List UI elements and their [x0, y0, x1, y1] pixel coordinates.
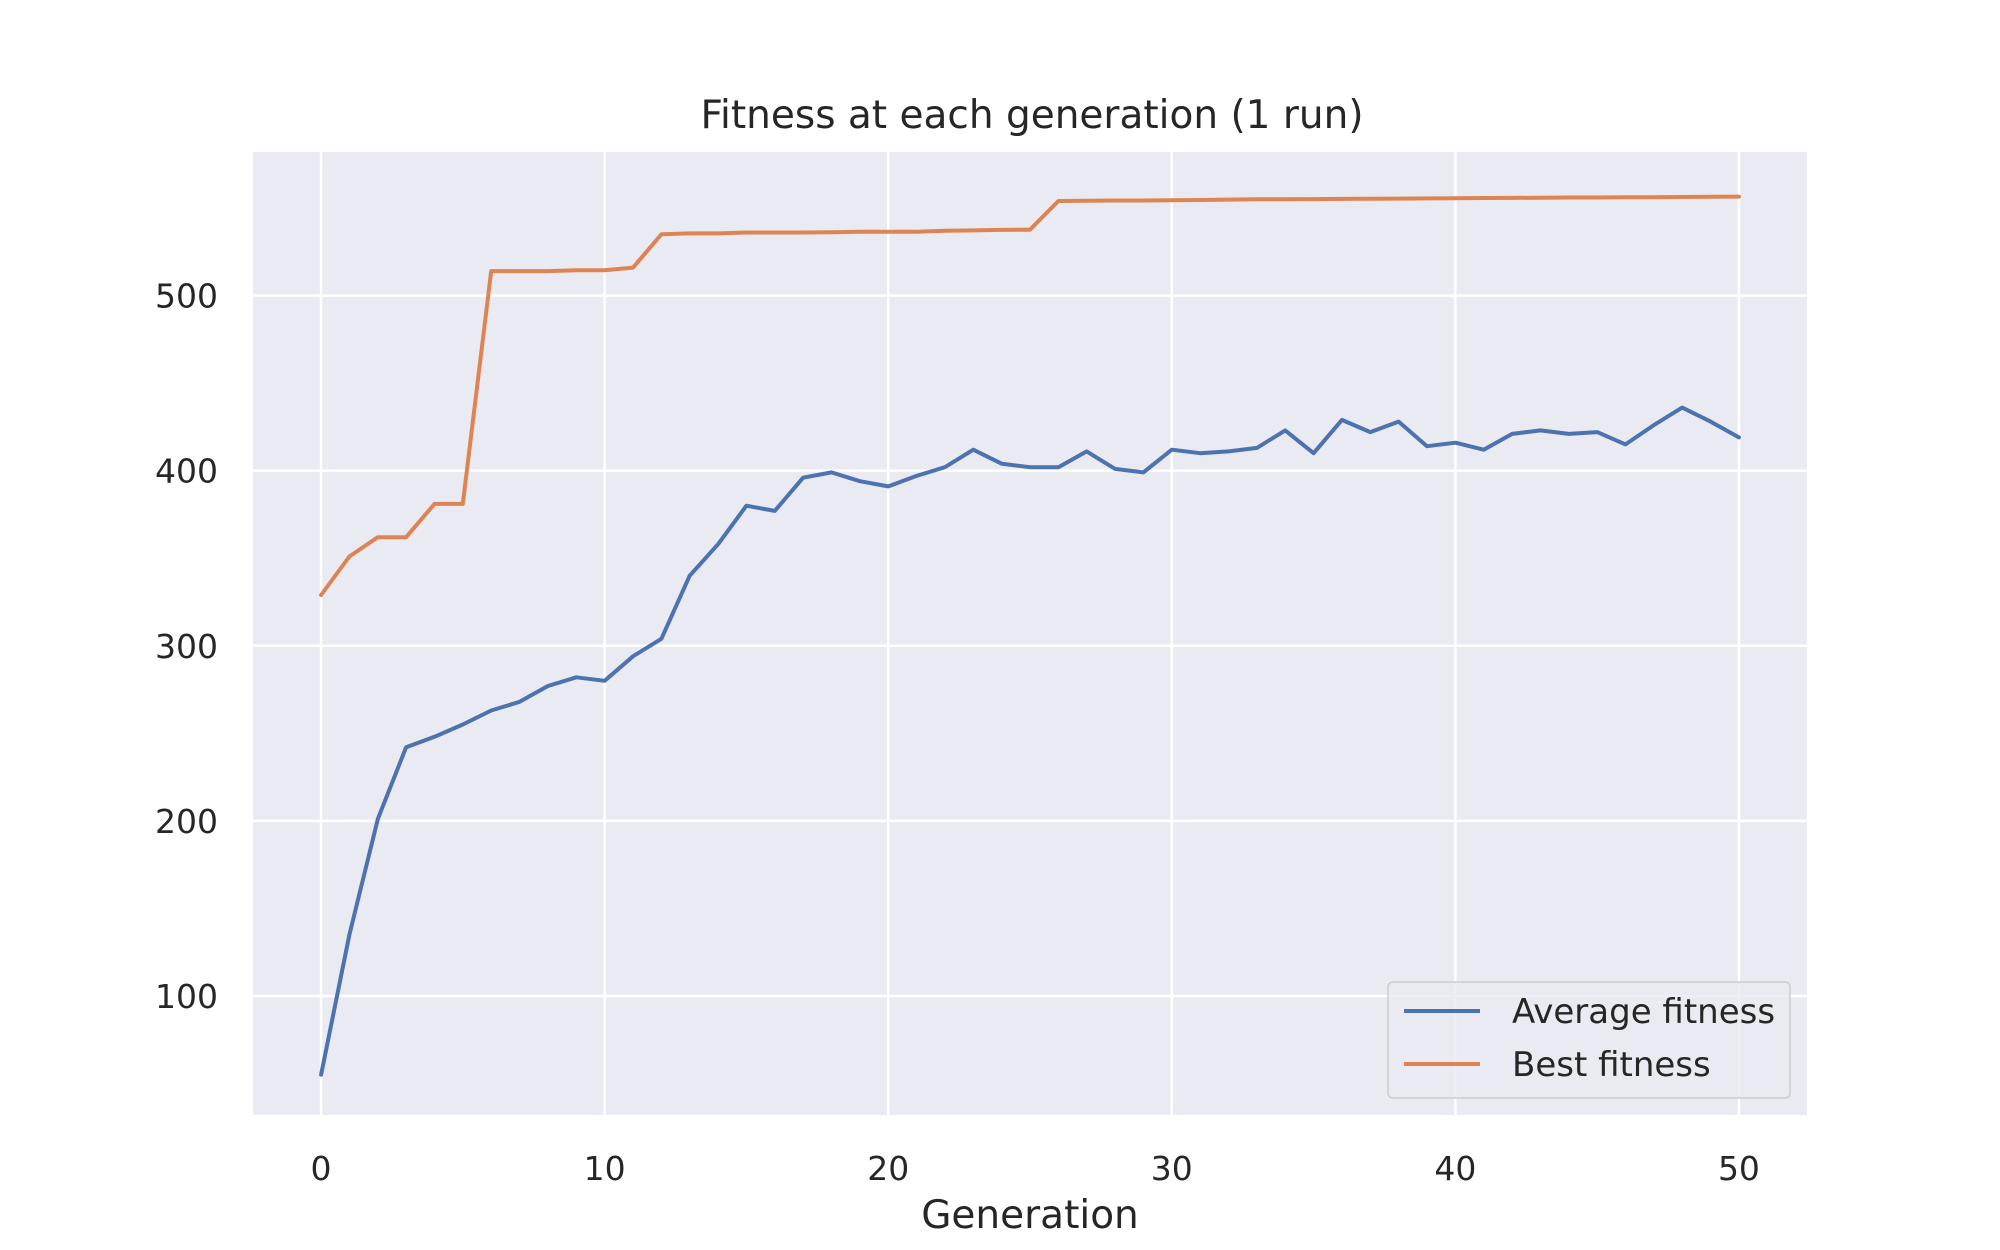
y-tick-label: 100: [155, 977, 218, 1016]
x-tick-label: 20: [867, 1149, 909, 1188]
y-tick-label: 200: [155, 802, 218, 841]
chart-title: Fitness at each generation (1 run): [700, 93, 1363, 138]
series-lines: [319, 194, 1741, 1077]
legend-label-average: Average fitness: [1512, 992, 1775, 1032]
x-tick-label: 0: [311, 1149, 332, 1188]
x-tick-label: 40: [1434, 1149, 1476, 1188]
series-line-average-fitness: [319, 405, 1741, 1077]
legend: Average fitness Best fitness: [1387, 981, 1791, 1099]
x-tick-label: 10: [584, 1149, 626, 1188]
y-tick-label: 500: [155, 277, 218, 316]
x-tick-label: 30: [1151, 1149, 1193, 1188]
legend-box: [1387, 981, 1791, 1099]
y-ticks: 100 200 300 400 500: [155, 277, 218, 1016]
x-axis-label: Generation: [921, 1193, 1139, 1238]
series-line-best-fitness: [319, 194, 1741, 597]
plot-area: [253, 152, 1807, 1115]
x-tick-label: 50: [1718, 1149, 1760, 1188]
y-tick-label: 400: [155, 452, 218, 491]
x-ticks: 0 10 20 30 40 50: [311, 1149, 1760, 1188]
legend-label-best: Best fitness: [1512, 1045, 1711, 1085]
y-tick-label: 300: [155, 627, 218, 666]
